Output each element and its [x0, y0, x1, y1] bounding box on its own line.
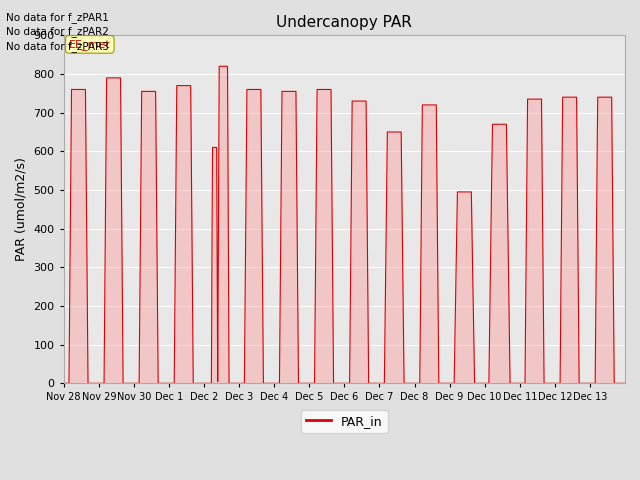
- Text: No data for f_zPAR3: No data for f_zPAR3: [6, 41, 109, 52]
- Title: Undercanopy PAR: Undercanopy PAR: [276, 15, 412, 30]
- Text: EE_met: EE_met: [69, 39, 111, 50]
- Y-axis label: PAR (umol/m2/s): PAR (umol/m2/s): [15, 157, 28, 261]
- Text: No data for f_zPAR1: No data for f_zPAR1: [6, 12, 109, 23]
- Text: No data for f_zPAR2: No data for f_zPAR2: [6, 26, 109, 37]
- Legend: PAR_in: PAR_in: [301, 410, 388, 433]
